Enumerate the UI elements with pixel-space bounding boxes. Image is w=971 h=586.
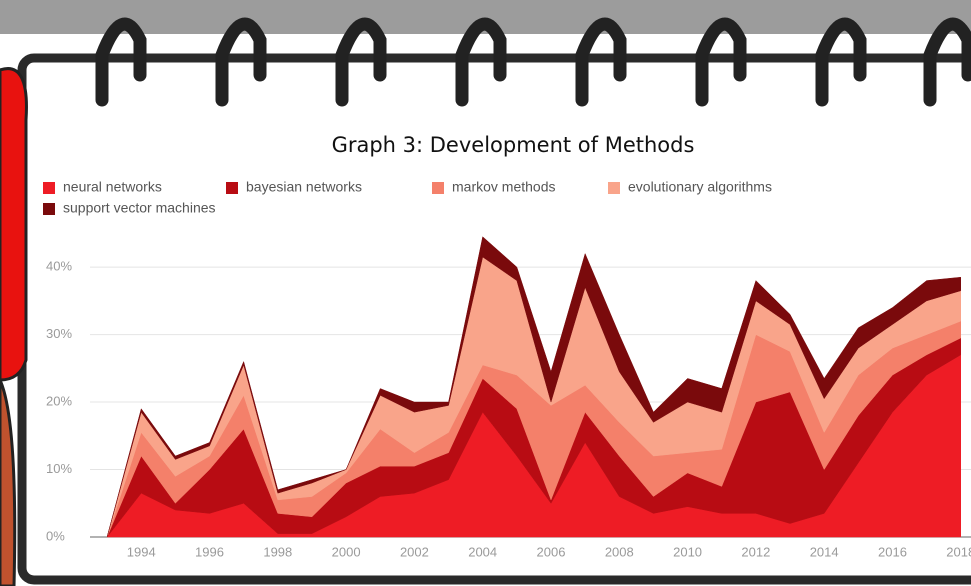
legend-swatch xyxy=(43,203,55,215)
legend-swatch xyxy=(608,182,620,194)
x-tick-label: 2004 xyxy=(468,544,497,559)
x-tick-label: 2016 xyxy=(878,544,907,559)
legend-label: bayesian networks xyxy=(246,179,362,195)
x-tick-label: 1994 xyxy=(127,544,156,559)
legend-swatch xyxy=(43,182,55,194)
x-tick-label: 2012 xyxy=(741,544,770,559)
y-tick-label: 30% xyxy=(46,326,72,341)
legend-label: support vector machines xyxy=(63,200,216,216)
x-tick-label: 2010 xyxy=(673,544,702,559)
area xyxy=(106,236,962,538)
x-tick-label: 2006 xyxy=(537,544,566,559)
x-tick-label: 1998 xyxy=(263,544,292,559)
y-tick-label: 20% xyxy=(46,393,72,408)
legend-label: neural networks xyxy=(63,179,162,195)
x-tick-label: 2014 xyxy=(810,544,839,559)
cartoon-figure xyxy=(0,67,28,586)
spiral-rings xyxy=(95,17,971,107)
legend-swatch xyxy=(432,182,444,194)
x-tick-label: 2008 xyxy=(605,544,634,559)
legend-swatch xyxy=(226,182,238,194)
legend-label: evolutionary algorithms xyxy=(628,179,772,195)
x-tick-label: 2002 xyxy=(400,544,429,559)
x-tick-label: 2000 xyxy=(332,544,361,559)
y-tick-label: 10% xyxy=(46,461,72,476)
y-tick-label: 0% xyxy=(46,528,65,543)
legend-label: markov methods xyxy=(452,179,555,195)
chart-title: Graph 3: Development of Methods xyxy=(332,133,695,157)
x-tick-label: 2018 xyxy=(946,544,971,559)
x-tick-label: 1996 xyxy=(195,544,224,559)
y-tick-label: 40% xyxy=(46,259,72,274)
